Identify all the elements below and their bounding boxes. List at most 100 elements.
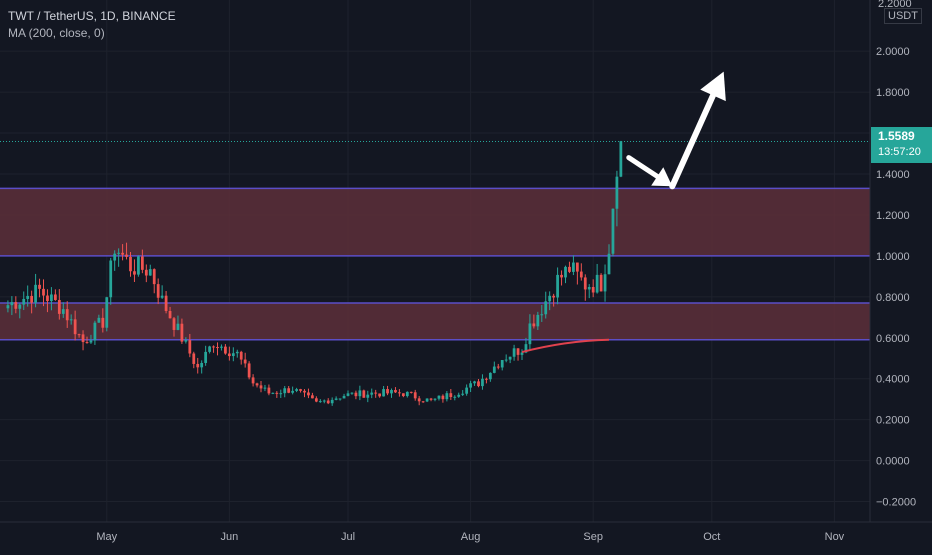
candle-body — [544, 301, 548, 315]
arrow-down-head — [651, 167, 673, 187]
candle-body — [390, 390, 393, 394]
candle-body — [603, 274, 607, 292]
candle-body — [176, 323, 180, 330]
candle-body — [595, 274, 599, 293]
candle-body — [247, 363, 251, 378]
candle-body — [607, 253, 611, 275]
candle-body — [61, 309, 65, 314]
candle-body — [38, 284, 41, 289]
currency-unit-badge[interactable]: USDT — [884, 8, 922, 24]
candle-body — [235, 351, 239, 354]
price-axis[interactable]: 2.00001.80001.60001.40001.20001.00000.80… — [869, 0, 932, 550]
candle-body — [188, 340, 192, 354]
price-tick-label: −0.2000 — [876, 497, 916, 509]
candle-body — [121, 252, 124, 255]
candle-body — [220, 346, 223, 348]
price-tick-label-clipped: 2.2000 — [878, 0, 912, 10]
candle-body — [168, 310, 172, 319]
candle-body — [85, 342, 89, 344]
candle-body — [208, 346, 211, 352]
candle-body — [216, 347, 219, 349]
candle-body — [164, 295, 168, 311]
candle-body — [409, 391, 413, 393]
price-tick-label: 0.8000 — [876, 292, 910, 304]
candle-body — [231, 353, 235, 357]
candle-body — [77, 334, 81, 336]
candle-body — [611, 208, 615, 254]
candle-body — [140, 256, 144, 270]
candle-body — [275, 392, 279, 394]
candle-body — [287, 388, 291, 393]
price-tick-label: 1.8000 — [876, 87, 910, 99]
symbol-title[interactable]: TWT / TetherUS, 1D, BINANCE — [8, 9, 176, 23]
indicator-label[interactable]: MA (200, close, 0) — [8, 26, 105, 40]
candle-body — [204, 351, 208, 363]
candle-body — [144, 269, 148, 276]
candle-body — [615, 176, 619, 209]
candle-body — [429, 398, 433, 400]
candle-body — [34, 284, 37, 303]
price-tick-label: 1.4000 — [876, 169, 910, 181]
candle-body — [465, 387, 469, 394]
candle-body — [299, 389, 302, 391]
candle-body — [532, 323, 536, 327]
candle-body — [401, 393, 405, 397]
month-label: Oct — [703, 531, 720, 543]
annotation-arrows[interactable] — [626, 71, 726, 190]
candle-body — [583, 277, 587, 290]
candle-body — [477, 381, 480, 387]
time-axis-bg — [0, 522, 932, 550]
candle-body — [224, 346, 227, 354]
candle-body — [129, 256, 132, 272]
candle-body — [575, 262, 579, 272]
candle-body — [536, 314, 540, 327]
candle-body — [405, 391, 409, 397]
candle-body — [311, 395, 314, 399]
bar-countdown: 13:57:20 — [878, 146, 921, 159]
candle-body — [370, 392, 374, 395]
candle-body — [378, 393, 382, 397]
arrow-up-head — [700, 71, 726, 102]
candle-body — [354, 392, 358, 397]
candle-body — [133, 271, 136, 275]
ma-line-group — [521, 338, 610, 354]
last-price-value: 1.5589 — [878, 129, 915, 144]
candle-body — [374, 392, 378, 394]
resistance-zone — [0, 302, 870, 340]
candle-body — [69, 319, 73, 321]
candle-body — [330, 399, 334, 404]
candle-body — [552, 295, 556, 298]
candle-body — [255, 383, 259, 386]
candle-body — [46, 295, 49, 302]
candle-body — [152, 269, 156, 285]
arrow-up-shaft — [669, 86, 719, 190]
candle-body — [14, 302, 18, 309]
candle-body — [413, 392, 417, 399]
candle-body — [433, 398, 437, 400]
candle-body — [350, 392, 354, 394]
candle-body — [314, 398, 318, 402]
candle-body — [117, 252, 121, 254]
candle-body — [449, 393, 453, 398]
candle-body — [89, 340, 93, 343]
candle-body — [243, 359, 247, 364]
candle-body — [105, 297, 109, 328]
candles — [6, 140, 623, 406]
price-axis-bg — [870, 0, 932, 550]
ma-200-line — [521, 338, 610, 354]
candle-body — [508, 356, 512, 360]
candle-body — [334, 398, 338, 400]
candle-body — [318, 401, 322, 403]
candle-body — [382, 389, 385, 397]
candle-body — [556, 274, 559, 298]
candle-body — [22, 298, 26, 305]
candle-body — [10, 302, 14, 306]
candle-body — [548, 295, 552, 302]
candle-body — [481, 378, 484, 387]
candle-body — [65, 309, 69, 321]
price-tick-label: 0.2000 — [876, 415, 910, 427]
last-price-badge: 1.5589 13:57:20 — [871, 127, 932, 164]
time-axis[interactable]: May Jun Jul Aug Sep Oct Nov — [0, 521, 932, 550]
candle-body — [200, 362, 204, 368]
